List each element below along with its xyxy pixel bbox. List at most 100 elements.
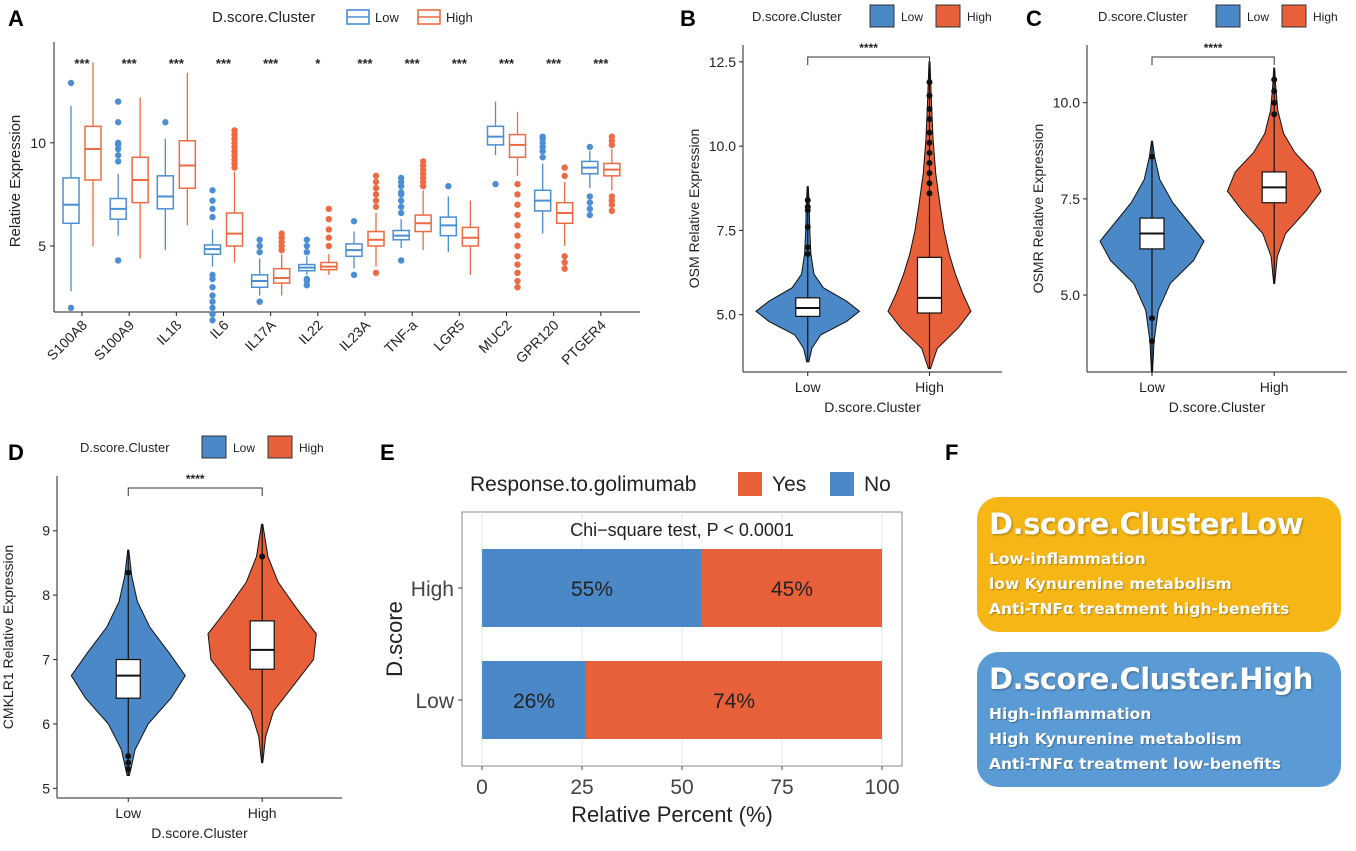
panel-a-outlier <box>209 292 216 299</box>
panel-e-xtick-label: 75 <box>770 776 793 799</box>
panel-a-outlier <box>586 193 594 200</box>
panel-d-ytick-label: 8 <box>42 587 50 603</box>
panel-a-outlier <box>256 248 263 256</box>
cluster-high-title: D.score.Cluster.High <box>989 662 1313 696</box>
panel-a-legend-title: D.score.Cluster <box>212 9 315 26</box>
panel-e-xtick-label: 100 <box>864 776 899 799</box>
panel-e-x-label: Relative Percent (%) <box>571 802 773 827</box>
panel-a-ytick-label: 10 <box>30 135 46 151</box>
panel-b-y-label: OSM Relative Expression <box>686 129 702 289</box>
panel-d-ytick-label: 7 <box>42 652 50 668</box>
panel-e-bar-no-high <box>482 549 702 627</box>
panel-b-ytick-label: 5.0 <box>717 307 737 323</box>
panel-a-outlier <box>372 203 380 210</box>
panel-c-legend-label-low: Low <box>1247 10 1269 24</box>
panel-a-outlier <box>209 213 216 221</box>
cluster-low-line-2: low Kynurenine metabolism <box>989 575 1232 593</box>
panel-a-significance-3: *** <box>216 56 232 71</box>
panel-a-outlier <box>325 205 333 213</box>
panel-d-ytick-label: 6 <box>42 716 50 732</box>
panel-d-legend-title: D.score.Cluster <box>80 440 170 455</box>
panel-a-outlier <box>514 253 521 260</box>
panel-b-xtick-label-low: Low <box>795 379 822 395</box>
panel-a-outlier <box>209 187 216 194</box>
panel-b-outlier <box>926 149 933 156</box>
panel-c-ytick-label: 5.0 <box>1061 287 1081 303</box>
panel-a-outlier <box>303 275 311 283</box>
panel-a-xtick-label-6: IL23A <box>336 316 374 354</box>
panel-a-outlier <box>586 205 594 213</box>
panel-d-x-label: D.score.Cluster <box>151 825 248 841</box>
panel-a-outlier <box>608 193 616 200</box>
panel-e-bar-yes-high <box>702 549 882 627</box>
panel-a-significance-2: *** <box>169 56 185 71</box>
panel-d-legend-label-low: Low <box>233 441 255 455</box>
panel-a-significance-9: *** <box>499 56 515 71</box>
panel-a-outlier <box>303 248 311 256</box>
panel-label-f: F <box>945 440 958 465</box>
panel-e-xtick-label: 25 <box>570 776 593 799</box>
panel-c-outlier <box>1149 315 1155 322</box>
panel-a-outlier <box>372 269 380 277</box>
panel-a-outlier <box>114 152 122 159</box>
panel-b-outlier <box>926 116 933 123</box>
panel-a-outlier <box>514 277 521 285</box>
panel-a-outlier <box>325 234 333 241</box>
panel-a-significance-6: *** <box>357 56 373 71</box>
panel-a-outlier <box>561 164 568 171</box>
panel-d-outlier <box>125 569 132 576</box>
cluster-high-line-3: Anti-TNFα treatment low-benefits <box>989 755 1282 773</box>
panel-a-outlier <box>278 230 285 237</box>
panel-e-value-no-high: 55% <box>571 578 613 601</box>
panel-a-outlier <box>114 98 122 105</box>
panel-a-significance-10: *** <box>546 56 562 71</box>
panel-a-outlier <box>209 205 216 213</box>
panel-e-value-yes-high: 45% <box>771 578 813 601</box>
panel-a-outlier <box>514 269 521 277</box>
panel-b-outlier <box>804 197 811 204</box>
panel-d-ytick-label: 5 <box>42 780 50 796</box>
panel-a-xtick-label-10: GPR120 <box>513 317 562 366</box>
panel-c-ytick-label: 7.5 <box>1061 191 1081 207</box>
panel-b-ytick-label: 12.5 <box>709 54 736 70</box>
panel-a-significance-5: * <box>315 56 321 71</box>
panel-a-outlier <box>114 119 122 126</box>
panel-label-b: B <box>680 6 696 31</box>
panel-label-a: A <box>8 6 24 31</box>
panel-a-outlier <box>114 139 122 147</box>
panel-d-legend-label-high: High <box>299 441 324 455</box>
panel-d-xtick-label-high: High <box>248 805 277 821</box>
panel-a-significance-8: *** <box>452 56 468 71</box>
panel-a-significance-11: *** <box>593 56 609 71</box>
panel-a-outlier <box>586 199 594 206</box>
panel-a-outlier <box>419 158 427 165</box>
panel-e-legend-key-no <box>830 472 854 496</box>
panel-a-box-low <box>62 177 80 225</box>
panel-a-significance-4: *** <box>263 56 279 71</box>
panel-a-outlier <box>397 209 405 217</box>
panel-d-outlier <box>125 753 132 760</box>
panel-c-legend-label-high: High <box>1313 10 1338 24</box>
panel-c-xtick-label-high: High <box>1260 379 1289 395</box>
panel-a-outlier <box>67 304 75 312</box>
cluster-low-line-3: Anti-TNFα treatment high-benefits <box>989 600 1290 618</box>
panel-c-outlier <box>1149 338 1155 345</box>
panel-a-outlier <box>209 317 216 324</box>
panel-a-xtick-label-0: S100A8 <box>44 317 91 364</box>
panel-d-outlier <box>259 553 266 560</box>
panel-a-outlier <box>514 232 521 239</box>
panel-a-outlier <box>397 174 405 182</box>
panel-a-outlier <box>256 242 263 250</box>
panel-b-significance-bracket <box>807 56 930 65</box>
panel-a-box-low <box>486 125 505 146</box>
panel-a-outlier <box>372 178 380 186</box>
panel-d-xtick-label-low: Low <box>115 805 142 821</box>
panel-e-value-no-low: 26% <box>513 690 555 713</box>
panel-b-outlier <box>926 139 933 146</box>
panel-a-outlier <box>492 180 499 188</box>
panel-b-outlier <box>926 129 933 136</box>
panel-b-outlier <box>926 170 933 177</box>
panel-a-outlier <box>231 127 238 134</box>
panel-a-outlier <box>372 191 380 198</box>
panel-a-outlier <box>561 259 568 266</box>
